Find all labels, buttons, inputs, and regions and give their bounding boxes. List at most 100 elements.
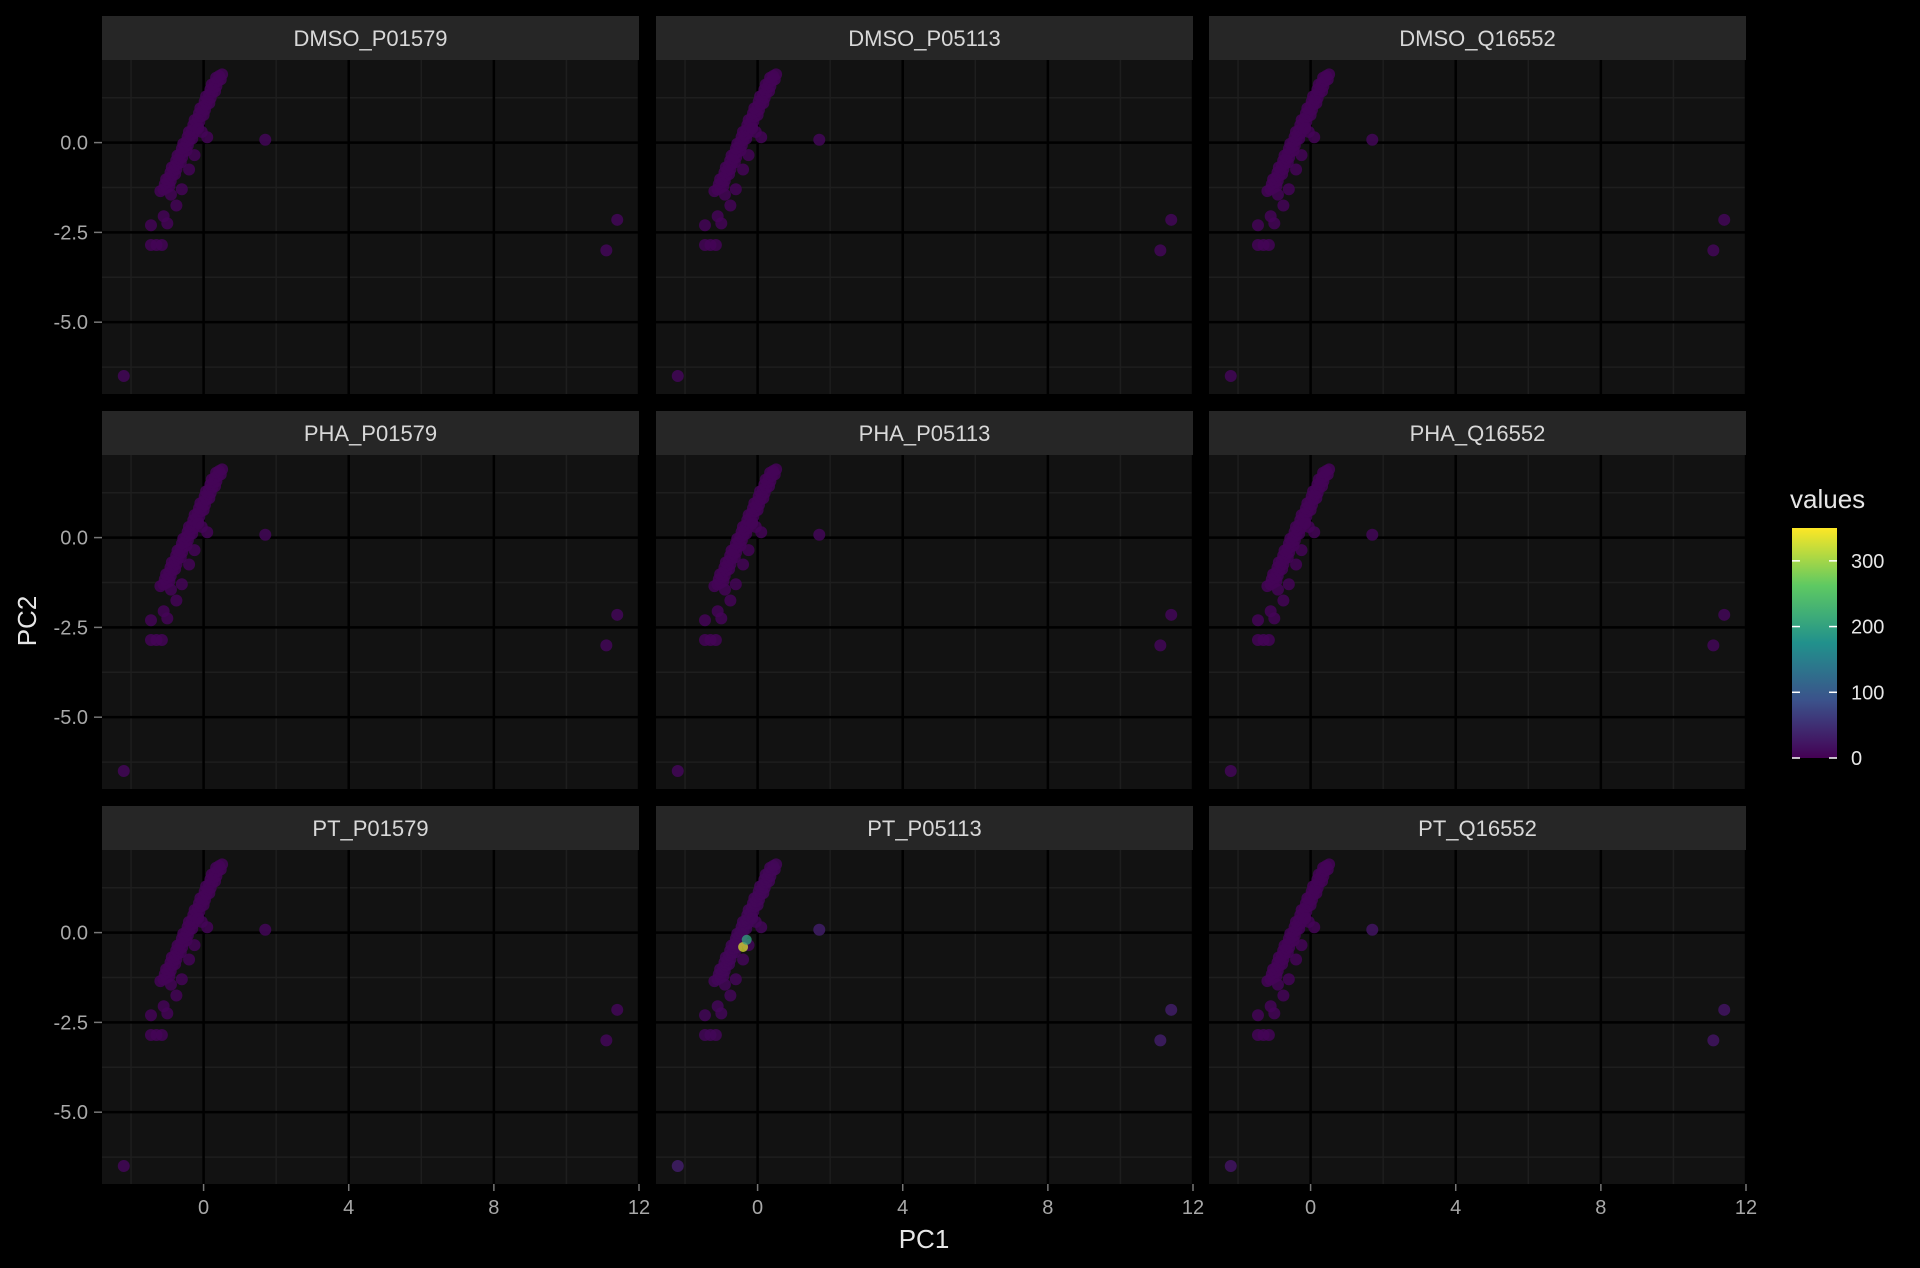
legend-tick-label: 100 <box>1851 682 1884 704</box>
data-point <box>1290 953 1303 966</box>
outlier-point <box>813 923 826 936</box>
data-point <box>1295 149 1308 162</box>
data-point <box>709 633 722 646</box>
data-point <box>183 953 196 966</box>
outlier-point <box>813 528 826 541</box>
data-point <box>144 1009 157 1022</box>
legend-title: values <box>1790 484 1865 514</box>
facet-panel: PT_P01579 <box>102 806 641 1184</box>
data-point <box>718 978 731 991</box>
data-point <box>729 183 742 196</box>
data-point <box>1308 921 1321 934</box>
data-point <box>188 939 201 952</box>
outlier-point <box>259 528 272 541</box>
facet-strip <box>1209 16 1746 60</box>
data-point <box>1277 199 1290 212</box>
data-point <box>742 149 755 162</box>
data-point <box>770 463 783 476</box>
outlier-point <box>600 244 613 257</box>
data-point <box>155 633 168 646</box>
data-point <box>711 605 724 618</box>
data-point <box>1308 131 1321 144</box>
data-point <box>1308 526 1321 539</box>
data-point <box>1264 1000 1277 1013</box>
data-point <box>1262 1028 1275 1041</box>
facet-strip <box>102 806 639 850</box>
facet-strip <box>1209 411 1746 455</box>
outlier-point <box>1224 1160 1237 1173</box>
x-axis-title: PC1 <box>899 1224 950 1254</box>
y-tick-label: -5.0 <box>54 312 88 334</box>
data-point <box>157 605 170 618</box>
facet-label: DMSO_P05113 <box>848 26 1000 51</box>
outlier-point <box>1707 639 1720 652</box>
data-point <box>709 1028 722 1041</box>
outlier-point <box>813 133 826 146</box>
panel-background <box>1209 455 1746 789</box>
outlier-point <box>117 370 130 383</box>
data-point <box>1277 594 1290 607</box>
outlier-point <box>611 608 624 621</box>
x-tick-label: 0 <box>752 1197 763 1219</box>
data-point <box>183 558 196 571</box>
outlier-point <box>1718 608 1731 621</box>
outlier-point <box>1718 213 1731 226</box>
y-tick-label: 0.0 <box>60 133 88 155</box>
data-point <box>724 199 737 212</box>
data-point <box>1323 463 1336 476</box>
data-point <box>724 594 737 607</box>
outlier-point <box>600 1034 613 1047</box>
data-point <box>1323 68 1336 81</box>
points <box>1224 463 1731 778</box>
data-point <box>164 583 177 596</box>
data-point <box>737 953 750 966</box>
data-point <box>711 1000 724 1013</box>
data-point <box>188 149 201 162</box>
y-tick-label: -2.5 <box>54 222 88 244</box>
data-point <box>709 238 722 251</box>
data-point <box>201 131 214 144</box>
highlight-point <box>741 934 752 945</box>
data-point <box>737 163 750 176</box>
data-point <box>729 973 742 986</box>
data-point <box>144 219 157 232</box>
outlier-point <box>1154 244 1167 257</box>
x-tick-label: 0 <box>1305 1197 1316 1219</box>
facet-panel: DMSO_P05113 <box>656 16 1195 394</box>
data-point <box>770 68 783 81</box>
data-point <box>1323 858 1336 871</box>
outlier-point <box>259 923 272 936</box>
data-point <box>1295 544 1308 557</box>
x-tick-label: 8 <box>1595 1197 1606 1219</box>
outlier-point <box>1224 370 1237 383</box>
panel-background <box>656 60 1193 394</box>
facet-panel: PT_P05113 <box>656 806 1195 1184</box>
legend-tick-label: 300 <box>1851 551 1884 573</box>
outlier-point <box>1165 1003 1178 1016</box>
facet-strip <box>1209 806 1746 850</box>
facet-label: DMSO_Q16552 <box>1399 26 1556 51</box>
y-tick-label: 0.0 <box>60 923 88 945</box>
x-tick-label: 4 <box>343 1197 354 1219</box>
panel-background <box>102 60 639 394</box>
data-point <box>770 858 783 871</box>
facet-strip <box>102 16 639 60</box>
data-point <box>175 973 188 986</box>
data-point <box>170 989 183 1002</box>
data-point <box>755 526 768 539</box>
x-tick-label: 12 <box>1182 1197 1204 1219</box>
points <box>117 463 624 778</box>
data-point <box>175 578 188 591</box>
outlier-point <box>1154 1034 1167 1047</box>
data-point <box>698 614 711 627</box>
data-point <box>1264 210 1277 223</box>
facet-label: PHA_Q16552 <box>1410 421 1546 446</box>
outlier-point <box>259 133 272 146</box>
outlier-point <box>117 1160 130 1173</box>
outlier-point <box>1707 244 1720 257</box>
data-point <box>216 68 229 81</box>
panel-background <box>1209 60 1746 394</box>
x-tick-label: 12 <box>628 1197 650 1219</box>
data-point <box>742 544 755 557</box>
x-tick-label: 12 <box>1735 1197 1757 1219</box>
